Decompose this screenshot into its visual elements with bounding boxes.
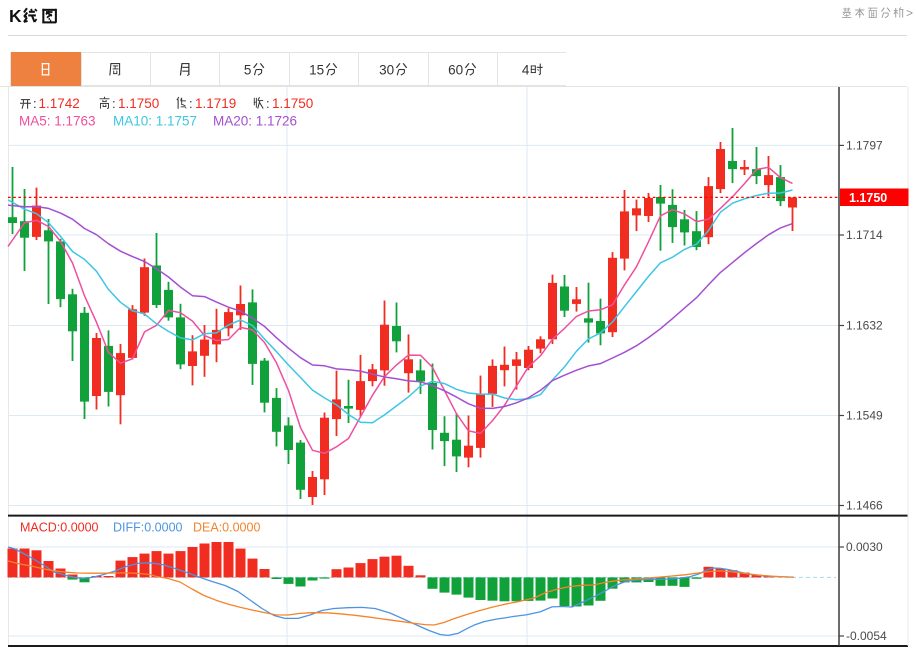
svg-text:1.1549: 1.1549 [846,409,883,423]
svg-text:30: 30 [379,63,394,78]
svg-text:5: 5 [244,63,252,78]
svg-text::: : [189,96,193,111]
svg-text:1.1742: 1.1742 [39,96,80,111]
svg-text:MA5: 1.1763: MA5: 1.1763 [19,114,96,129]
svg-text:>: > [906,6,913,20]
svg-text:1.1750: 1.1750 [118,96,159,111]
svg-text:MA10: 1.1757: MA10: 1.1757 [113,114,197,129]
svg-text:0.0030: 0.0030 [846,540,883,554]
svg-text:1.1719: 1.1719 [195,96,236,111]
svg-text:DIFF:0.0000: DIFF:0.0000 [113,521,183,535]
svg-text:DEA:0.0000: DEA:0.0000 [193,521,260,535]
svg-text:1.1750: 1.1750 [272,96,313,111]
svg-text:MA20: 1.1726: MA20: 1.1726 [213,114,297,129]
svg-text:MACD:0.0000: MACD:0.0000 [20,521,99,535]
svg-text:15: 15 [310,63,325,78]
svg-text:4: 4 [522,63,530,78]
svg-text::: : [266,96,270,111]
svg-text::: : [112,96,116,111]
svg-text:-0.0054: -0.0054 [846,629,887,643]
svg-text:60: 60 [448,63,463,78]
svg-text:1.1466: 1.1466 [846,499,883,513]
svg-text:K: K [9,6,22,26]
svg-text:1.1750: 1.1750 [849,191,887,205]
svg-text:1.1797: 1.1797 [846,138,883,152]
svg-text::: : [33,96,37,111]
svg-text:1.1714: 1.1714 [846,228,883,242]
svg-text:1.1632: 1.1632 [846,319,883,333]
